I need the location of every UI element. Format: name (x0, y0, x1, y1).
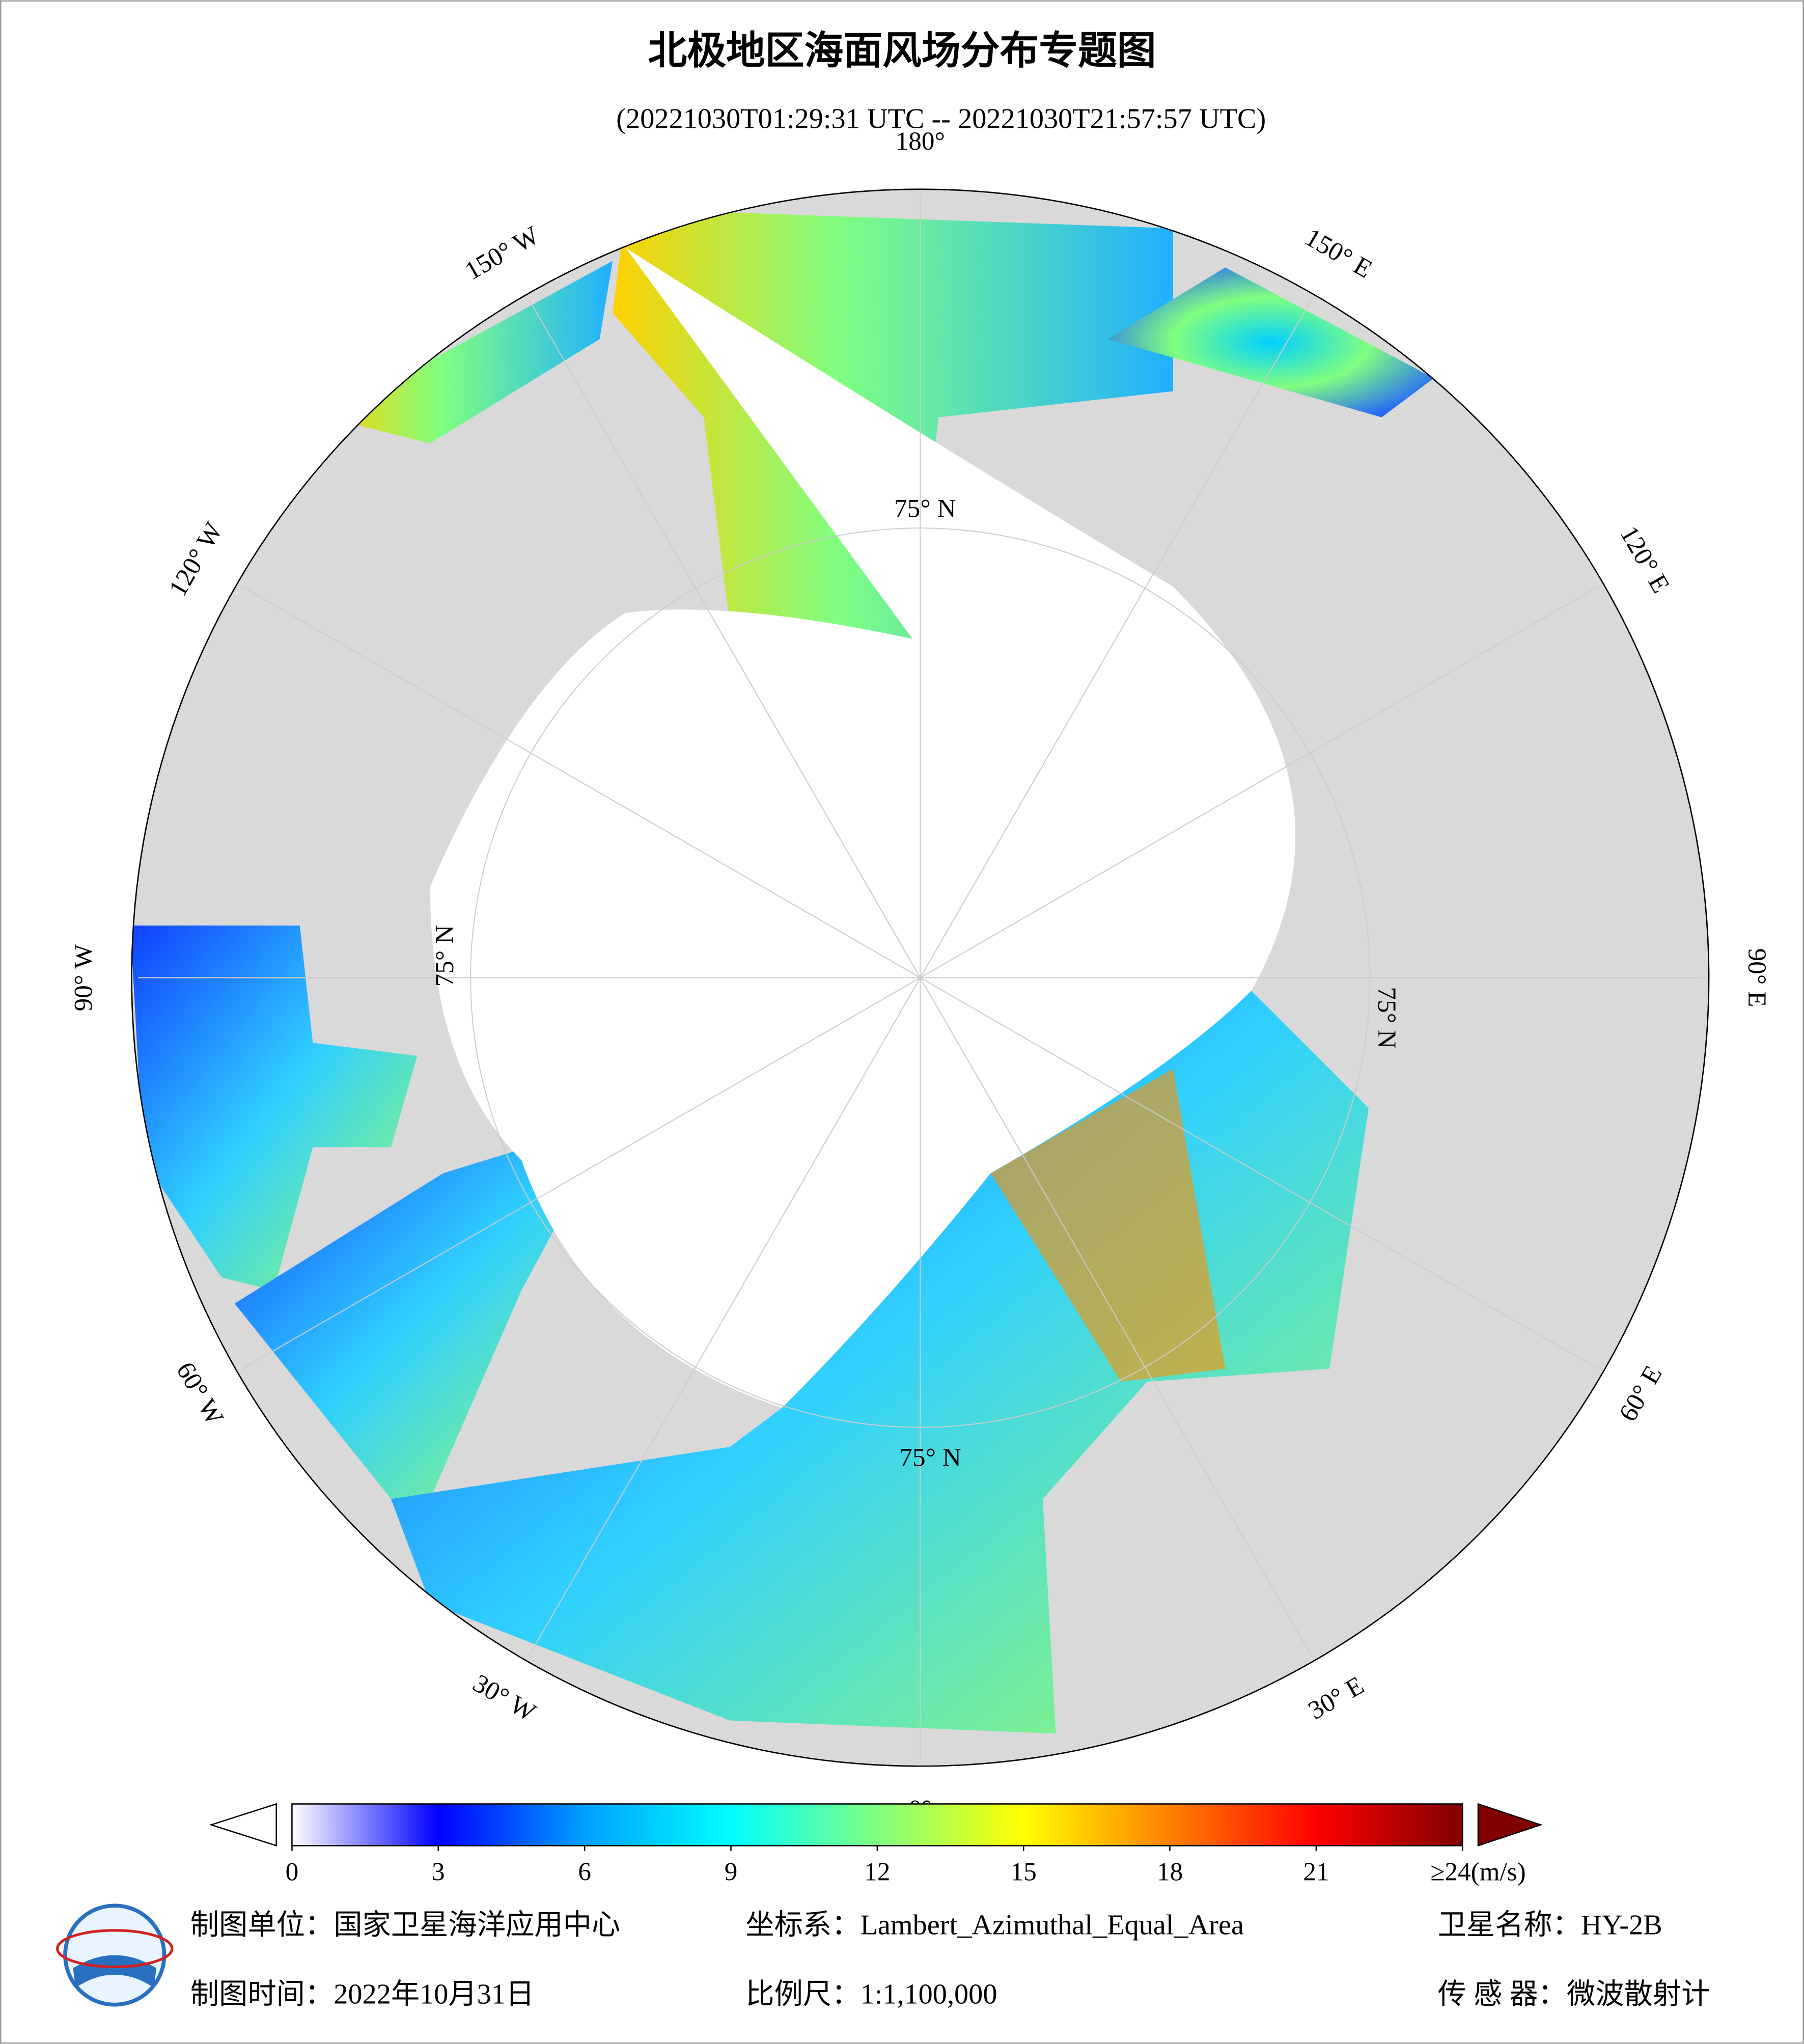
footer-text: 制图单位：国家卫星海洋应用中心 (190, 1910, 620, 1941)
longitude-label: 150° W (460, 220, 544, 286)
ocean-field (325, 261, 613, 443)
colorbar-tick-label: 3 (432, 1857, 445, 1886)
longitude-label: 60° W (171, 1357, 230, 1430)
latitude-label: 75° N (894, 494, 956, 523)
ocean-field (234, 1121, 613, 1499)
graticule (138, 195, 1703, 1760)
latitude-label: 75° N (1372, 987, 1401, 1048)
colorbar-tick-label: 9 (725, 1857, 738, 1886)
latitude-label: 75° N (899, 1443, 961, 1472)
footer-text: 比例尺：1:1,100,000 (745, 1978, 997, 2010)
longitude-label: 150° E (1300, 222, 1377, 284)
latitude-label: 75° N (430, 925, 459, 987)
longitude-label: 120° E (1614, 521, 1675, 598)
colorbar-tick-label: ≥24(m/s) (1430, 1857, 1525, 1886)
ocean-field (990, 1069, 1226, 1382)
colorbar-tick-label: 0 (286, 1857, 299, 1886)
colorbar (291, 1803, 1463, 1846)
footer-text: 制图时间：2022年10月31日 (190, 1978, 535, 2010)
ocean-field (1107, 267, 1434, 417)
longitude-label: 30° W (468, 1669, 541, 1728)
colorbar-under (209, 1803, 277, 1847)
longitude-label: 30° E (1303, 1671, 1369, 1725)
ocean-field (131, 926, 418, 1291)
longitude-label: 60° E (1613, 1361, 1668, 1426)
footer-text: 卫星名称：HY-2B (1438, 1910, 1662, 1941)
longitude-label: 90° W (69, 944, 98, 1012)
colorbar-tick-label: 21 (1303, 1857, 1329, 1886)
longitude-label: 120° W (163, 517, 228, 601)
subtitle: (20221030T01:29:31 UTC -- 20221030T21:57… (616, 103, 1266, 134)
logo (56, 1903, 174, 2007)
longitude-label: 180° (896, 127, 945, 156)
colorbar-tick-label: 18 (1157, 1857, 1183, 1886)
colorbar-tick-label: 12 (864, 1857, 890, 1886)
footer-text: 坐标系：Lambert_Azimuthal_Equal_Area (745, 1910, 1244, 1941)
footer-text: 传 感 器：微波散射计 (1438, 1978, 1710, 2010)
colorbar-over (1477, 1803, 1543, 1847)
colorbar-tick-label: 15 (1011, 1857, 1037, 1886)
longitude-label: 90° E (1742, 948, 1771, 1007)
map-border (131, 188, 1710, 1767)
sea-ice (430, 247, 1295, 1408)
map-area (131, 189, 1709, 1767)
title: 北极地区海面风场分布专题图 (648, 30, 1156, 73)
colorbar-tick-label: 6 (578, 1857, 591, 1886)
